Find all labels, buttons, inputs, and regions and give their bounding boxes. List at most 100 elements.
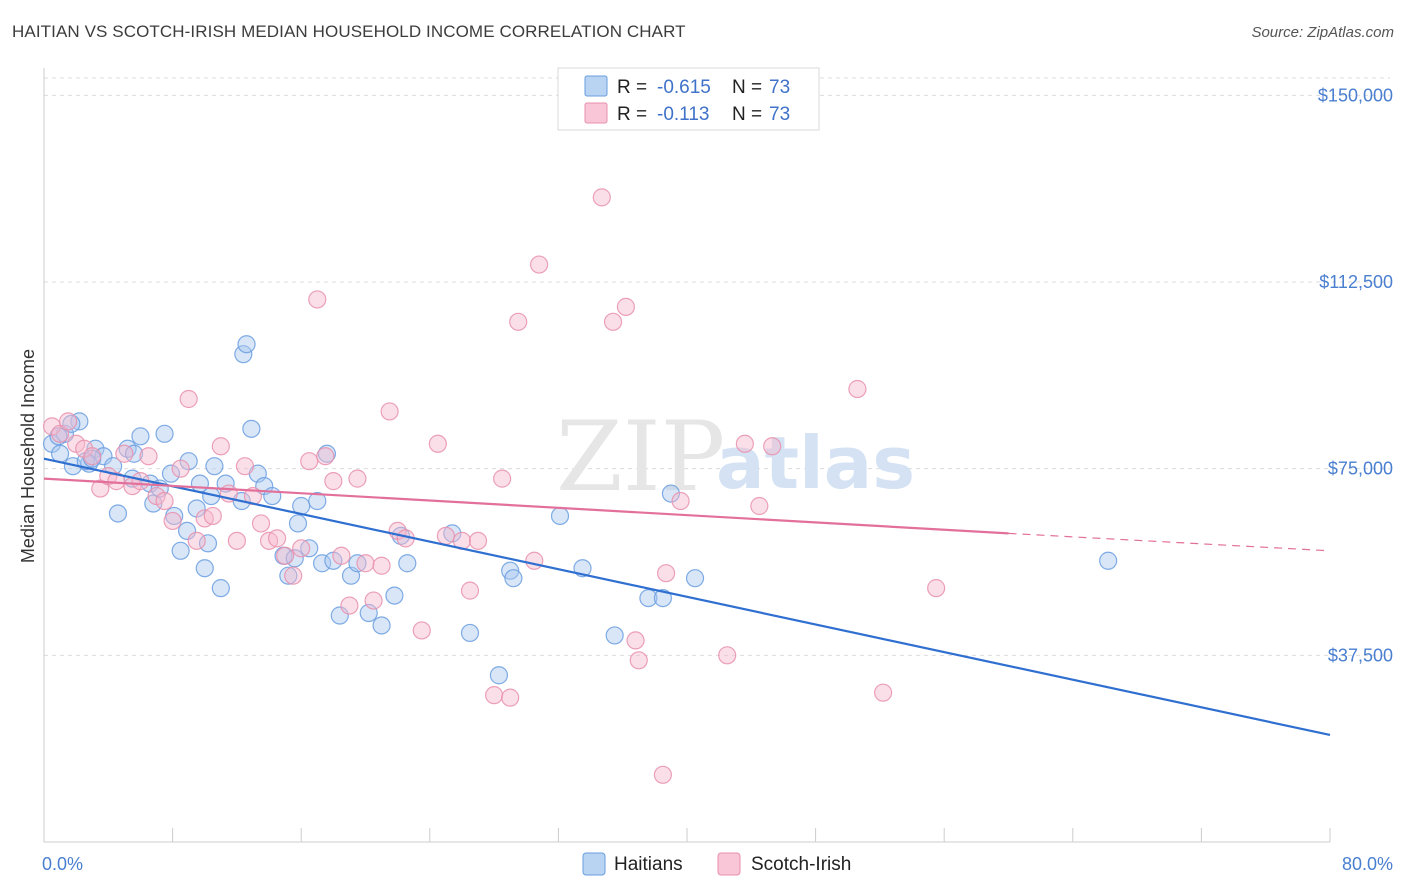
data-point bbox=[177, 521, 197, 540]
data-point bbox=[605, 626, 624, 645]
data-point bbox=[372, 616, 391, 635]
legend-r-label-scotch-irish: R = bbox=[617, 104, 647, 125]
watermark-atlas: atlas bbox=[716, 421, 915, 505]
legend-r-value-scotch-irish: -0.113 bbox=[657, 104, 709, 125]
data-point bbox=[330, 606, 349, 625]
data-point bbox=[485, 686, 504, 705]
data-point bbox=[653, 765, 672, 784]
data-point bbox=[227, 531, 246, 550]
grid-lines bbox=[44, 77, 1390, 656]
bottom-legend-label-scotch-irish: Scotch-Irish bbox=[751, 854, 851, 875]
data-point bbox=[436, 526, 455, 545]
data-point bbox=[308, 290, 327, 309]
data-point bbox=[155, 491, 174, 511]
data-point bbox=[509, 312, 528, 331]
data-point bbox=[279, 566, 298, 585]
data-point bbox=[735, 434, 754, 453]
data-point bbox=[356, 554, 375, 573]
bottom-legend-swatch-haitians bbox=[582, 852, 606, 876]
data-point bbox=[372, 556, 391, 575]
x-tick-labels: 0.0% 80.0% bbox=[42, 854, 1393, 874]
y-tick-label-2: $112,500 bbox=[1319, 272, 1393, 292]
data-point bbox=[187, 531, 206, 550]
data-point bbox=[348, 469, 367, 488]
data-point bbox=[661, 484, 681, 503]
data-point bbox=[312, 554, 332, 573]
data-point bbox=[171, 541, 190, 560]
data-point bbox=[234, 345, 253, 364]
data-point bbox=[139, 447, 158, 466]
data-point bbox=[235, 457, 255, 476]
data-point bbox=[242, 419, 261, 438]
data-point bbox=[750, 496, 769, 516]
legend-n-label-haitians: N = bbox=[732, 77, 762, 98]
data-point bbox=[671, 491, 690, 511]
data-point bbox=[276, 546, 295, 565]
data-point bbox=[131, 427, 150, 446]
y-tick-labels: $37,500 $75,000 $112,500 $150,000 bbox=[1318, 85, 1393, 665]
data-point bbox=[292, 539, 311, 558]
legend-r-label-haitians: R = bbox=[617, 77, 647, 98]
data-point bbox=[385, 586, 404, 605]
axes bbox=[43, 68, 1331, 843]
data-point bbox=[161, 464, 181, 483]
trend-line-scotch-irish bbox=[43, 477, 1009, 535]
data-point bbox=[525, 551, 544, 570]
trend-line-scotch-irish-extension bbox=[1008, 532, 1331, 552]
data-point bbox=[332, 546, 351, 565]
data-point bbox=[592, 188, 611, 207]
data-point bbox=[324, 472, 343, 491]
data-point bbox=[1099, 551, 1118, 570]
data-point bbox=[211, 579, 230, 598]
data-point bbox=[59, 412, 78, 431]
trend-lines bbox=[43, 457, 1331, 737]
bottom-legend: Haitians Scotch-Irish bbox=[582, 852, 851, 876]
legend-n-label-scotch-irish: N = bbox=[732, 104, 762, 125]
legend-swatch-scotch-irish bbox=[584, 102, 608, 124]
data-point bbox=[653, 588, 672, 608]
legend-r-value-haitians: -0.615 bbox=[657, 77, 711, 98]
data-point bbox=[460, 623, 480, 643]
data-point bbox=[629, 651, 648, 670]
chart-title: HAITIAN VS SCOTCH-IRISH MEDIAN HOUSEHOLD… bbox=[12, 22, 686, 41]
data-point bbox=[284, 566, 303, 585]
data-point bbox=[398, 554, 417, 573]
data-point bbox=[874, 683, 893, 702]
data-point bbox=[460, 581, 480, 600]
data-point bbox=[300, 452, 319, 471]
data-point bbox=[83, 447, 102, 466]
data-point bbox=[308, 491, 327, 511]
data-point bbox=[493, 469, 512, 488]
data-point bbox=[848, 379, 867, 399]
x-tick-label-1: 80.0% bbox=[1342, 854, 1393, 874]
data-point bbox=[504, 569, 523, 588]
legend-swatch-haitians bbox=[584, 75, 608, 97]
data-point bbox=[288, 514, 308, 533]
data-point bbox=[316, 447, 335, 466]
data-point bbox=[428, 434, 447, 453]
trend-line-haitians bbox=[43, 457, 1331, 737]
watermark: ZIP atlas bbox=[556, 401, 915, 513]
watermark-zip: ZIP bbox=[556, 401, 725, 513]
data-point bbox=[364, 591, 383, 610]
y-tick-label-0: $37,500 bbox=[1328, 645, 1393, 665]
data-point bbox=[251, 514, 271, 533]
legend-n-value-scotch-irish: 73 bbox=[769, 104, 790, 125]
data-point bbox=[171, 459, 190, 478]
data-point bbox=[530, 255, 549, 274]
data-point bbox=[550, 506, 570, 526]
data-point bbox=[237, 335, 256, 354]
data-point bbox=[616, 297, 636, 316]
data-point bbox=[626, 631, 645, 650]
data-point bbox=[124, 444, 144, 463]
legend-n-value-haitians: 73 bbox=[769, 77, 790, 98]
data-point bbox=[489, 666, 509, 685]
data-point bbox=[50, 444, 70, 463]
data-point bbox=[267, 529, 287, 548]
y-axis-label: Median Household Income bbox=[18, 349, 38, 563]
data-point bbox=[380, 402, 399, 421]
y-tick-label-1: $75,000 bbox=[1328, 459, 1393, 479]
data-point bbox=[718, 646, 737, 665]
bottom-legend-label-haitians: Haitians bbox=[614, 854, 683, 875]
